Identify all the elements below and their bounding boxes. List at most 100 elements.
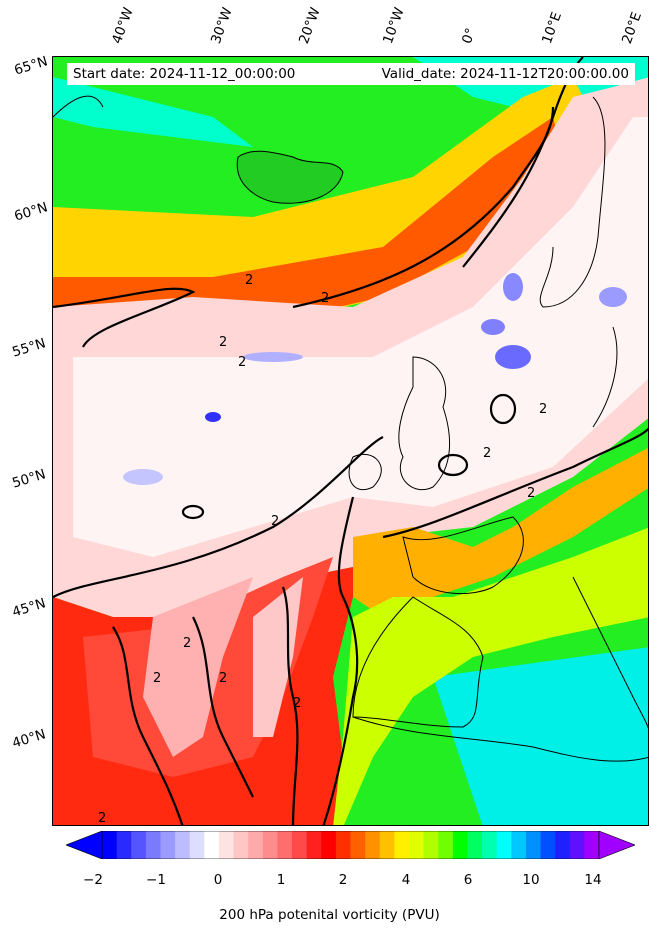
contour-line (192, 616, 254, 798)
neg-pv-blob (503, 273, 523, 301)
colorbar-cell (496, 831, 512, 859)
colorbar-cell (102, 831, 118, 859)
colorbar-cell (233, 831, 249, 859)
colorbar-cell (467, 831, 483, 859)
neg-pv-blob (123, 469, 163, 485)
contour-label: 2 (153, 671, 161, 686)
norway-coast (539, 96, 606, 308)
colorbar-cell (335, 831, 351, 859)
contour-label: 2 (183, 636, 191, 651)
colorbar-title: 200 hPa potenital vorticity (PVU) (219, 907, 440, 923)
lat-label: 45°N (10, 595, 48, 621)
pink-streamer (253, 577, 303, 737)
yellowgreen-east (333, 527, 648, 825)
lon-label: 20°E (618, 10, 646, 46)
italy-coast (572, 576, 648, 729)
colorbar-tick: 2 (338, 872, 348, 888)
lat-label: 40°N (10, 726, 48, 752)
cyan-patch-south (433, 647, 648, 825)
colorbar-cell (218, 831, 235, 859)
france-coast (402, 516, 524, 595)
map-panel: 2 2 2 2 2 2 2 2 2 2 2 2 2 (52, 56, 649, 826)
lat-label: 65°N (12, 53, 50, 79)
contour-line (181, 504, 205, 520)
contour-label: 2 (321, 291, 329, 306)
colorbar-cell (248, 831, 264, 859)
lat-label: 60°N (12, 199, 50, 225)
colorbar-tick: −2 (83, 872, 103, 888)
colorbar-tick: 0 (213, 872, 223, 888)
colorbar-tick: −1 (146, 872, 166, 888)
colorbar-cell (145, 831, 161, 859)
neg-pv-blob (205, 412, 221, 422)
contour-line (437, 453, 469, 477)
contour-label: 2 (293, 696, 301, 711)
contour-label: 2 (98, 811, 106, 826)
lat-label: 50°N (10, 466, 48, 492)
colorbar-tick: 10 (522, 872, 540, 888)
colorbar-cell (584, 831, 600, 859)
colorbar-cell (175, 831, 191, 859)
valid-date-label: Valid_date: 2024-11-12T20:00:00.00 (381, 66, 629, 82)
colorbar-cell (438, 831, 454, 859)
colorbar-cell (555, 831, 571, 859)
lon-label: 20°W (295, 5, 324, 46)
orange-east (353, 448, 648, 617)
lon-label: 10°E (538, 10, 566, 46)
contour-label: 2 (219, 671, 227, 686)
start-date-label: Start date: 2024-11-12_00:00:00 (73, 66, 296, 82)
lon-label: 10°W (379, 5, 408, 46)
contour-label: 2 (271, 514, 279, 529)
colorbar-cell (277, 831, 293, 859)
neg-pv-blob (243, 352, 303, 362)
colorbar-tick: 4 (401, 872, 411, 888)
contour-line (489, 393, 517, 425)
ireland-coast (348, 453, 382, 491)
info-box: Start date: 2024-11-12_00:00:00 Valid_da… (67, 63, 635, 85)
colorbar-cell (423, 831, 439, 859)
contour-line (322, 496, 359, 825)
colorbar-cell (292, 831, 308, 859)
contour-line (53, 287, 196, 348)
neg-pv-blob (481, 319, 505, 335)
colorbar-cell (525, 831, 542, 859)
contour-label: 2 (527, 486, 535, 501)
colorbar-cell (262, 831, 278, 859)
colorbar-tick: 6 (463, 872, 473, 888)
colorbar-cell (511, 831, 527, 859)
contour-label: 2 (238, 355, 246, 370)
colorbar-cell (408, 831, 425, 859)
colorbar-cell (569, 831, 585, 859)
pink-streamer (143, 577, 253, 757)
lon-label: 30°W (207, 5, 236, 46)
colorbar-cell (365, 831, 381, 859)
colorbar-cell (379, 831, 395, 859)
contour-line (53, 436, 384, 598)
colorbar-min-extend (66, 831, 103, 859)
colorbar-max-extend (598, 831, 635, 859)
low-pv-core (73, 117, 648, 557)
iberia-coast (352, 596, 484, 728)
contour-label: 2 (219, 335, 227, 350)
contour-line (281, 586, 299, 825)
neg-pv-blob (495, 345, 531, 369)
contour-labels: 2 2 2 2 2 2 2 2 2 2 2 2 2 (98, 273, 547, 826)
colorbar-cell (540, 831, 556, 859)
colorbar-cell (306, 831, 322, 859)
colorbar-cell (160, 831, 176, 859)
colorbar-cell (321, 831, 337, 859)
colorbar-cell (131, 831, 147, 859)
greenland-coast (53, 95, 104, 118)
contour-line (112, 626, 184, 825)
contour-label: 2 (245, 273, 253, 288)
colorbar-cells (101, 831, 600, 859)
colorbar-cell (394, 831, 410, 859)
colorbar-cell (452, 831, 468, 859)
pv-field: 2 2 2 2 2 2 2 2 2 2 2 2 2 (53, 57, 648, 826)
north-africa-coast (352, 716, 648, 762)
colorbar-cell (482, 831, 498, 859)
iceland-coast (236, 150, 344, 204)
colorbar-cell (189, 831, 205, 859)
colorbar-cell (350, 831, 366, 859)
lon-label: 40°W (108, 5, 137, 46)
